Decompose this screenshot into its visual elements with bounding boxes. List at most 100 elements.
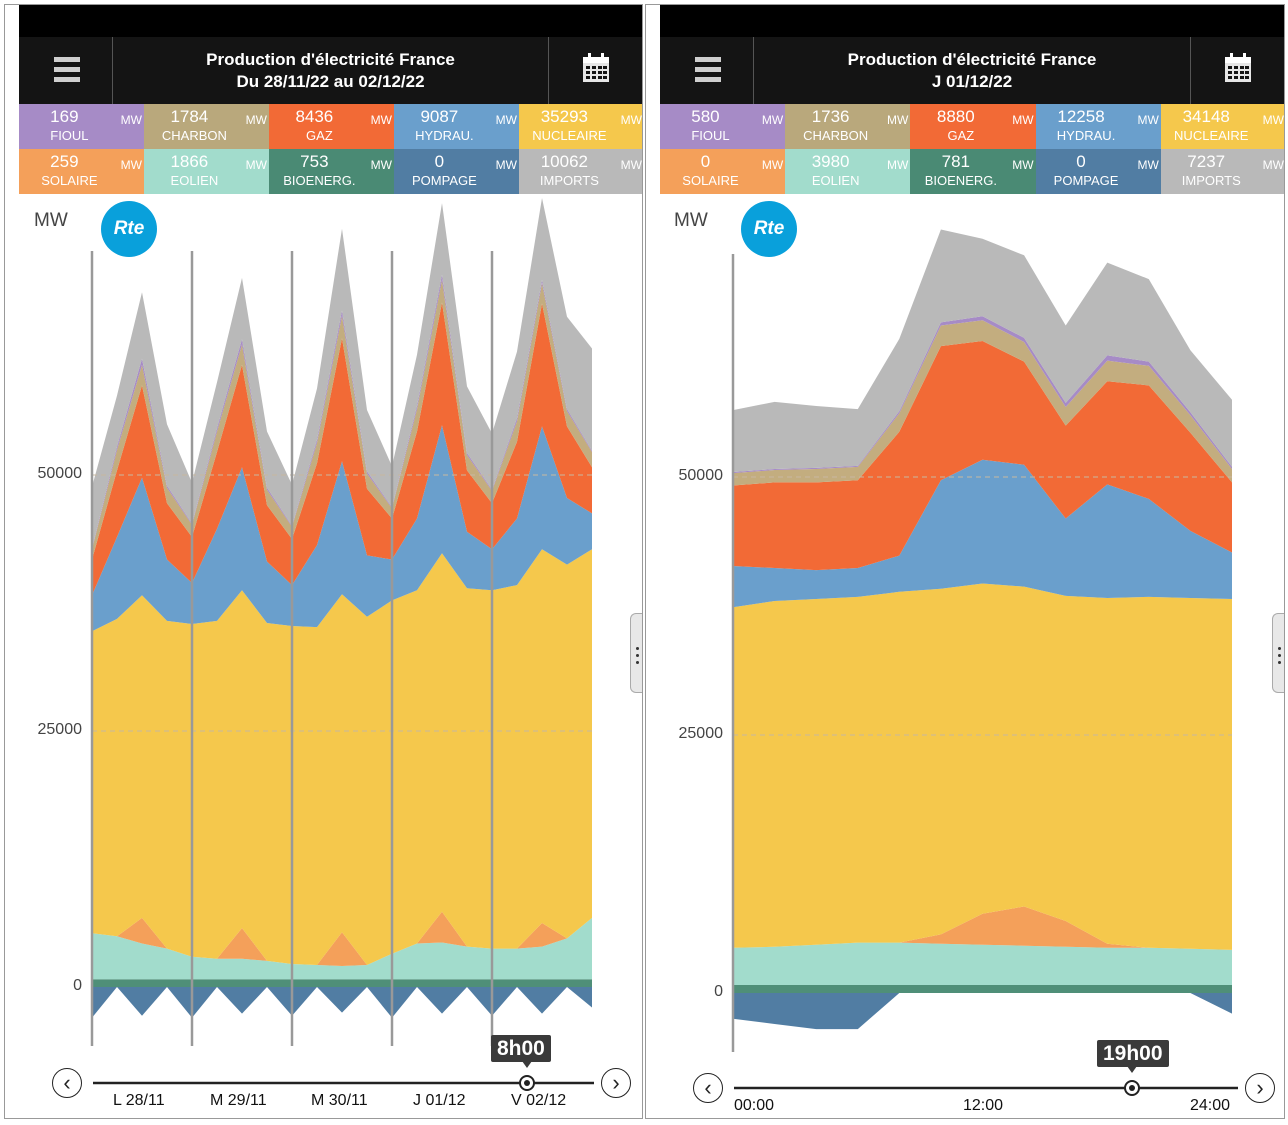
- app-header: Production d'électricité France J 01/12/…: [660, 37, 1284, 104]
- tile-unit: MW: [1137, 113, 1159, 127]
- rte-logo: Rte: [101, 201, 157, 257]
- side-drawer-handle[interactable]: [630, 613, 642, 693]
- tile-hydrau[interactable]: 9087 MW HYDRAU.: [394, 104, 520, 149]
- time-badge-pointer: [522, 1061, 532, 1068]
- tile-label: CHARBON: [161, 128, 227, 143]
- dot-icon: [636, 654, 639, 657]
- tile-value: 0: [700, 152, 711, 171]
- tile-nucleaire[interactable]: 34148 MW NUCLEAIRE: [1160, 104, 1284, 149]
- time-badge: 8h00: [491, 1035, 551, 1062]
- tile-unit: MW: [370, 113, 392, 127]
- tile-unit: MW: [761, 113, 784, 127]
- tile-solaire[interactable]: 259 MW SOLAIRE: [19, 149, 145, 194]
- tile-unit: MW: [370, 158, 392, 172]
- tile-pompage[interactable]: 0 MW POMPAGE: [1035, 149, 1162, 194]
- menu-button[interactable]: [660, 37, 754, 104]
- menu-button[interactable]: [19, 37, 113, 104]
- tile-label: IMPORTS: [539, 173, 599, 188]
- tile-label: BIOENERG.: [283, 173, 356, 188]
- tile-unit: MW: [245, 158, 267, 172]
- tile-value: 7237: [1187, 152, 1226, 171]
- x-tick-label: V 02/12: [511, 1092, 567, 1109]
- next-period-button[interactable]: ›: [601, 1068, 631, 1098]
- calendar-icon: [583, 53, 609, 82]
- chevron-left-icon: ‹: [63, 1070, 71, 1095]
- tile-value: 753: [300, 152, 329, 171]
- tile-charbon[interactable]: 1784 MW CHARBON: [144, 104, 270, 149]
- dot-icon: [1278, 654, 1281, 657]
- tile-gaz[interactable]: 8436 MW GAZ: [269, 104, 395, 149]
- tile-label: NUCLEAIRE: [1174, 128, 1249, 143]
- calendar-button[interactable]: [1190, 37, 1284, 104]
- tile-eolien[interactable]: 1866 MW EOLIEN: [144, 149, 270, 194]
- title-line-2: J 01/12/22: [931, 72, 1013, 91]
- tile-pompage[interactable]: 0 MW POMPAGE: [394, 149, 520, 194]
- tile-unit: MW: [245, 113, 267, 127]
- area-gaz: [733, 341, 1232, 571]
- tile-imports[interactable]: 7237 MW IMPORTS: [1160, 149, 1284, 194]
- area-hydrau: [733, 459, 1232, 608]
- page-title: Production d'électricité France Du 28/11…: [113, 37, 548, 104]
- prev-period-button[interactable]: ‹: [693, 1073, 723, 1103]
- tile-label: EOLIEN: [811, 173, 860, 188]
- calendar-icon: [1225, 53, 1251, 82]
- y-tick-label: 0: [714, 983, 723, 1000]
- dot-icon: [636, 661, 639, 664]
- dot-icon: [636, 647, 639, 650]
- area-eolien: [733, 942, 1232, 985]
- tile-unit: MW: [495, 158, 517, 172]
- x-tick-label: J 01/12: [413, 1092, 466, 1109]
- tile-unit: MW: [761, 158, 784, 172]
- tile-value: 781: [941, 152, 970, 171]
- tile-label: SOLAIRE: [682, 173, 739, 188]
- rte-logo: Rte: [741, 201, 797, 257]
- hamburger-icon-line: [695, 77, 721, 82]
- tile-unit: MW: [620, 158, 642, 172]
- production-tiles: 580 MW FIOUL 1736 MW CHARBON 8880 MW GAZ 12258 MW H…: [660, 104, 1284, 194]
- tile-unit: MW: [1262, 158, 1284, 172]
- page-title: Production d'électricité France J 01/12/…: [754, 37, 1190, 104]
- daily-panel: Production d'électricité France J 01/12/…: [645, 4, 1285, 1119]
- tile-value: 10062: [540, 152, 588, 171]
- x-tick-label: L 28/11: [113, 1092, 165, 1109]
- tile-imports[interactable]: 10062 MW IMPORTS: [519, 149, 642, 194]
- chevron-left-icon: ‹: [704, 1075, 712, 1100]
- title-line-1: Production d'électricité France: [847, 50, 1097, 69]
- side-drawer-handle[interactable]: [1272, 613, 1284, 693]
- tile-bioenerg[interactable]: 753 MW BIOENERG.: [269, 149, 395, 194]
- prev-period-button[interactable]: ‹: [52, 1068, 82, 1098]
- area-gaz: [92, 302, 592, 596]
- tile-unit: MW: [620, 113, 642, 127]
- tile-unit: MW: [120, 158, 142, 172]
- tile-hydrau[interactable]: 12258 MW HYDRAU.: [1035, 104, 1162, 149]
- y-tick-label: 25000: [37, 721, 83, 738]
- tile-label: HYDRAU.: [1056, 128, 1116, 143]
- tile-fioul[interactable]: 169 MW FIOUL: [19, 104, 145, 149]
- tile-value: 34148: [1182, 107, 1230, 126]
- next-period-button[interactable]: ›: [1245, 1073, 1275, 1103]
- area-hydrau: [92, 425, 592, 632]
- tile-label: SOLAIRE: [41, 173, 98, 188]
- tile-value: 1866: [170, 152, 209, 171]
- tile-value: 1784: [170, 107, 209, 126]
- production-tiles: 169 MW FIOUL 1784 MW CHARBON 8436 MW GAZ 9087 MW HY…: [19, 104, 642, 194]
- tile-value: 3980: [811, 152, 850, 171]
- x-tick-label: 00:00: [734, 1097, 775, 1114]
- tile-unit: MW: [887, 158, 909, 172]
- hamburger-icon-line: [695, 67, 721, 72]
- tile-value: 9087: [420, 107, 459, 126]
- area-solaire: [92, 911, 592, 966]
- tile-gaz[interactable]: 8880 MW GAZ: [910, 104, 1037, 149]
- tile-nucleaire[interactable]: 35293 MW NUCLEAIRE: [519, 104, 642, 149]
- calendar-button[interactable]: [548, 37, 642, 104]
- tile-solaire[interactable]: 0 MW SOLAIRE: [660, 149, 787, 194]
- tile-fioul[interactable]: 580 MW FIOUL: [660, 104, 787, 149]
- tile-charbon[interactable]: 1736 MW CHARBON: [785, 104, 912, 149]
- tile-eolien[interactable]: 3980 MW EOLIEN: [785, 149, 912, 194]
- y-tick-label: 0: [73, 977, 82, 994]
- hamburger-icon: [695, 57, 721, 62]
- tile-value: 8436: [295, 107, 334, 126]
- time-badge: 19h00: [1097, 1040, 1169, 1067]
- tile-bioenerg[interactable]: 781 MW BIOENERG.: [910, 149, 1037, 194]
- y-tick-label: 50000: [678, 467, 724, 484]
